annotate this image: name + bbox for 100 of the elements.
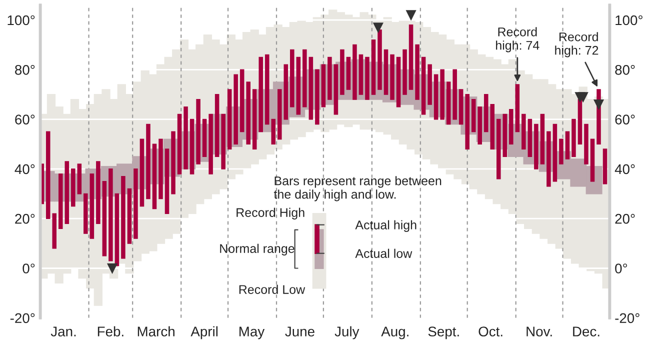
bar: [71, 168, 76, 207]
bar: [177, 114, 182, 174]
y2-tick-label: 20°: [615, 214, 635, 224]
point: [107, 263, 118, 274]
bar: [302, 49, 307, 108]
bar: [578, 99, 582, 145]
bar: [290, 49, 294, 108]
bar: [522, 114, 526, 150]
bar: [496, 118, 501, 180]
bar: [365, 56, 370, 100]
bar: [96, 161, 100, 224]
y-tick-label: 80°: [15, 64, 35, 75]
bar: [227, 89, 232, 150]
bar: [64, 161, 70, 224]
bar: [202, 118, 207, 157]
x-tick-label: Sept.: [428, 326, 459, 340]
annotation: Record high: 72: [555, 32, 598, 58]
point: [406, 10, 416, 20]
bar: [515, 84, 520, 132]
bar: [334, 64, 338, 115]
bar: [478, 106, 482, 145]
bar: [252, 89, 257, 150]
bar: [190, 118, 194, 174]
y-tick-label: 0°: [22, 264, 35, 274]
bar: [546, 131, 551, 187]
bar: [158, 138, 163, 200]
bar: [164, 148, 170, 214]
y2-tick-label: 100°: [616, 15, 642, 26]
bar: [452, 69, 457, 120]
y2-tick-label: 40°: [614, 164, 635, 174]
bar: [58, 173, 63, 229]
bar: [134, 168, 138, 239]
annotation: Actual high: [355, 220, 416, 232]
bar: [77, 164, 82, 194]
bar: [358, 54, 364, 95]
bar: [127, 188, 132, 244]
bar: [346, 56, 351, 90]
bar: [565, 131, 570, 160]
bar: [390, 54, 394, 100]
bar: [502, 114, 508, 157]
y2-tick-label: 0°: [615, 264, 628, 274]
bar: [214, 94, 220, 157]
x-tick-label: April: [190, 326, 218, 340]
point: [594, 100, 604, 110]
bar: [471, 99, 476, 132]
y-tick-label: 20°: [15, 214, 35, 224]
x-tick-label: Feb.: [98, 326, 124, 336]
bar: [584, 124, 588, 164]
bar: [140, 138, 144, 207]
bar: [421, 56, 426, 115]
bar: [534, 124, 538, 170]
bar: [415, 44, 420, 100]
y2-tick-label: 60°: [615, 114, 635, 124]
bar: [146, 124, 150, 200]
annotation: Record high: 74: [496, 27, 540, 52]
y-tick-label: 100°: [8, 15, 35, 26]
bar: [121, 176, 126, 259]
annotation: Normal range: [220, 244, 294, 256]
bar: [114, 193, 120, 266]
bar: [240, 69, 244, 132]
bar: [90, 173, 94, 239]
bar: [602, 148, 608, 184]
bar: [152, 144, 157, 210]
bar: [559, 138, 564, 164]
bar: [315, 69, 320, 125]
bar: [340, 49, 344, 95]
point: [373, 22, 384, 32]
bar: [308, 56, 314, 120]
bar: [352, 44, 357, 100]
y2-tick-label: 80°: [615, 64, 635, 75]
x-tick-label: Oct.: [478, 326, 502, 336]
bar: [402, 49, 407, 95]
bar: [296, 56, 301, 115]
bar: [572, 118, 576, 157]
bar: [446, 82, 451, 125]
bar: [277, 89, 282, 140]
bar: [246, 82, 250, 145]
y2-tick-label: -20°: [615, 313, 640, 324]
annotation: Bars represent range between the daily high and low.: [274, 176, 442, 202]
bar: [434, 74, 438, 120]
bar: [440, 69, 444, 120]
bar: [108, 168, 113, 262]
bar: [396, 56, 401, 108]
x-tick-label: March: [138, 326, 174, 336]
bar: [590, 138, 595, 182]
bar: [428, 64, 432, 105]
bar: [184, 106, 188, 170]
annotation: Record Low: [239, 284, 306, 294]
bar: [196, 99, 200, 164]
bar: [378, 30, 382, 90]
annotation: Actual low: [355, 248, 412, 258]
bar: [221, 114, 226, 170]
point: [578, 92, 588, 102]
y-tick-label: -20°: [10, 313, 35, 324]
bar: [465, 94, 470, 150]
bar: [258, 56, 264, 132]
x-tick-label: July: [334, 326, 360, 340]
x-tick-label: Nov.: [526, 326, 552, 336]
bar: [171, 131, 176, 194]
y-tick-label: 60°: [15, 114, 35, 124]
